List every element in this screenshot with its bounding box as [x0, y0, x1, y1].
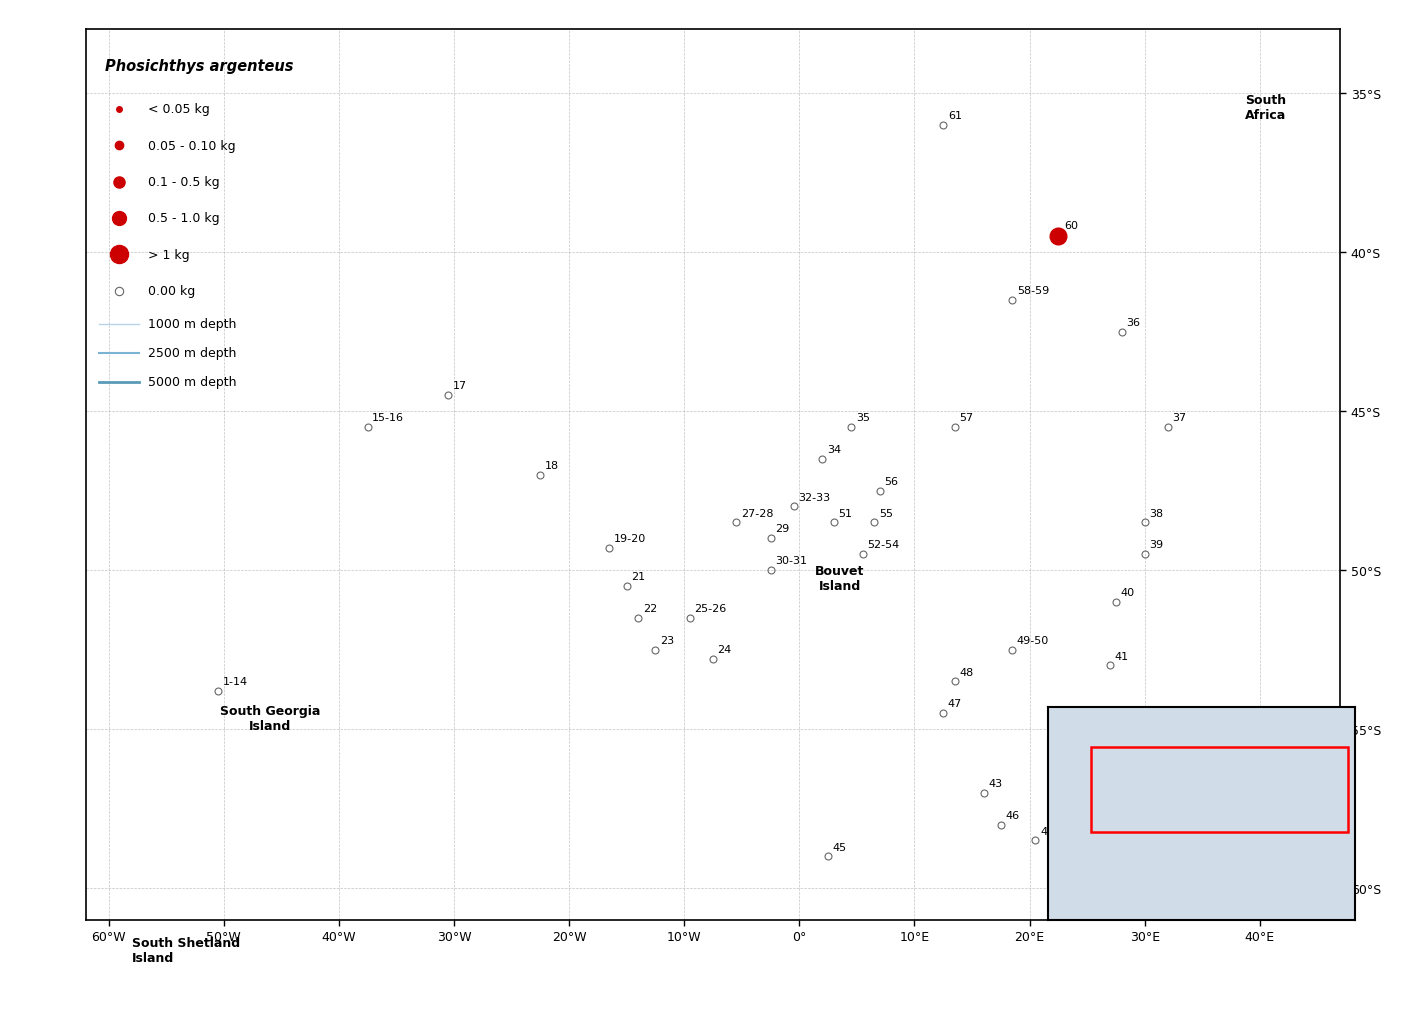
Text: 0.1 - 0.5 kg: 0.1 - 0.5 kg — [148, 176, 220, 189]
Text: 56: 56 — [884, 476, 898, 486]
Text: 44: 44 — [1040, 826, 1054, 836]
Text: Phosichthys argenteus: Phosichthys argenteus — [106, 59, 294, 74]
Text: 22: 22 — [643, 604, 657, 614]
Text: 61: 61 — [948, 111, 963, 121]
Text: 23: 23 — [660, 635, 674, 645]
Text: 2500 m depth: 2500 m depth — [148, 347, 237, 360]
Text: 24: 24 — [717, 645, 732, 655]
Text: 37: 37 — [1172, 412, 1186, 423]
Text: 32-33: 32-33 — [799, 492, 830, 502]
Text: 49-50: 49-50 — [1017, 635, 1050, 645]
Text: 47: 47 — [948, 699, 963, 709]
Text: South
Africa: South Africa — [1245, 94, 1286, 122]
Text: Bouvet
Island: Bouvet Island — [814, 564, 864, 592]
Text: 25-26: 25-26 — [694, 604, 727, 614]
Text: > 1 kg: > 1 kg — [148, 249, 190, 262]
Text: 36: 36 — [1127, 317, 1141, 328]
Text: 29: 29 — [776, 524, 790, 534]
Text: 48: 48 — [960, 667, 974, 677]
Text: South Georgia
Island: South Georgia Island — [220, 704, 319, 732]
Text: 42: 42 — [1087, 715, 1101, 725]
Text: 40: 40 — [1121, 587, 1135, 598]
Text: 0.05 - 0.10 kg: 0.05 - 0.10 kg — [148, 140, 235, 153]
Text: 52-54: 52-54 — [867, 540, 900, 550]
Text: 30-31: 30-31 — [776, 556, 807, 566]
Text: 27-28: 27-28 — [740, 509, 773, 518]
Text: < 0.05 kg: < 0.05 kg — [148, 103, 210, 116]
Text: 41: 41 — [1115, 651, 1129, 661]
Text: 1-14: 1-14 — [222, 676, 248, 686]
Text: 34: 34 — [827, 445, 841, 455]
Text: 51: 51 — [838, 509, 853, 518]
Bar — [1091, 747, 1348, 832]
Text: 60: 60 — [1064, 220, 1078, 231]
Text: 0.5 - 1.0 kg: 0.5 - 1.0 kg — [148, 212, 220, 225]
Text: 15-16: 15-16 — [372, 412, 404, 423]
Text: 21: 21 — [632, 571, 646, 581]
Text: 0.00 kg: 0.00 kg — [148, 285, 195, 298]
Text: 38: 38 — [1149, 509, 1164, 518]
Text: 18: 18 — [545, 460, 559, 470]
Text: 17: 17 — [453, 381, 466, 391]
Text: 1000 m depth: 1000 m depth — [148, 317, 237, 331]
Text: 55: 55 — [878, 509, 893, 518]
Text: 46: 46 — [1005, 810, 1020, 820]
Text: 43: 43 — [988, 778, 1002, 789]
Text: 5000 m depth: 5000 m depth — [148, 376, 237, 389]
Text: 45: 45 — [833, 842, 847, 851]
Text: 19-20: 19-20 — [615, 534, 646, 544]
Text: 39: 39 — [1149, 540, 1164, 550]
Text: 35: 35 — [856, 412, 870, 423]
Text: 57: 57 — [960, 412, 974, 423]
Text: 58-59: 58-59 — [1017, 286, 1050, 295]
Text: South Shetland
Island: South Shetland Island — [131, 936, 240, 963]
